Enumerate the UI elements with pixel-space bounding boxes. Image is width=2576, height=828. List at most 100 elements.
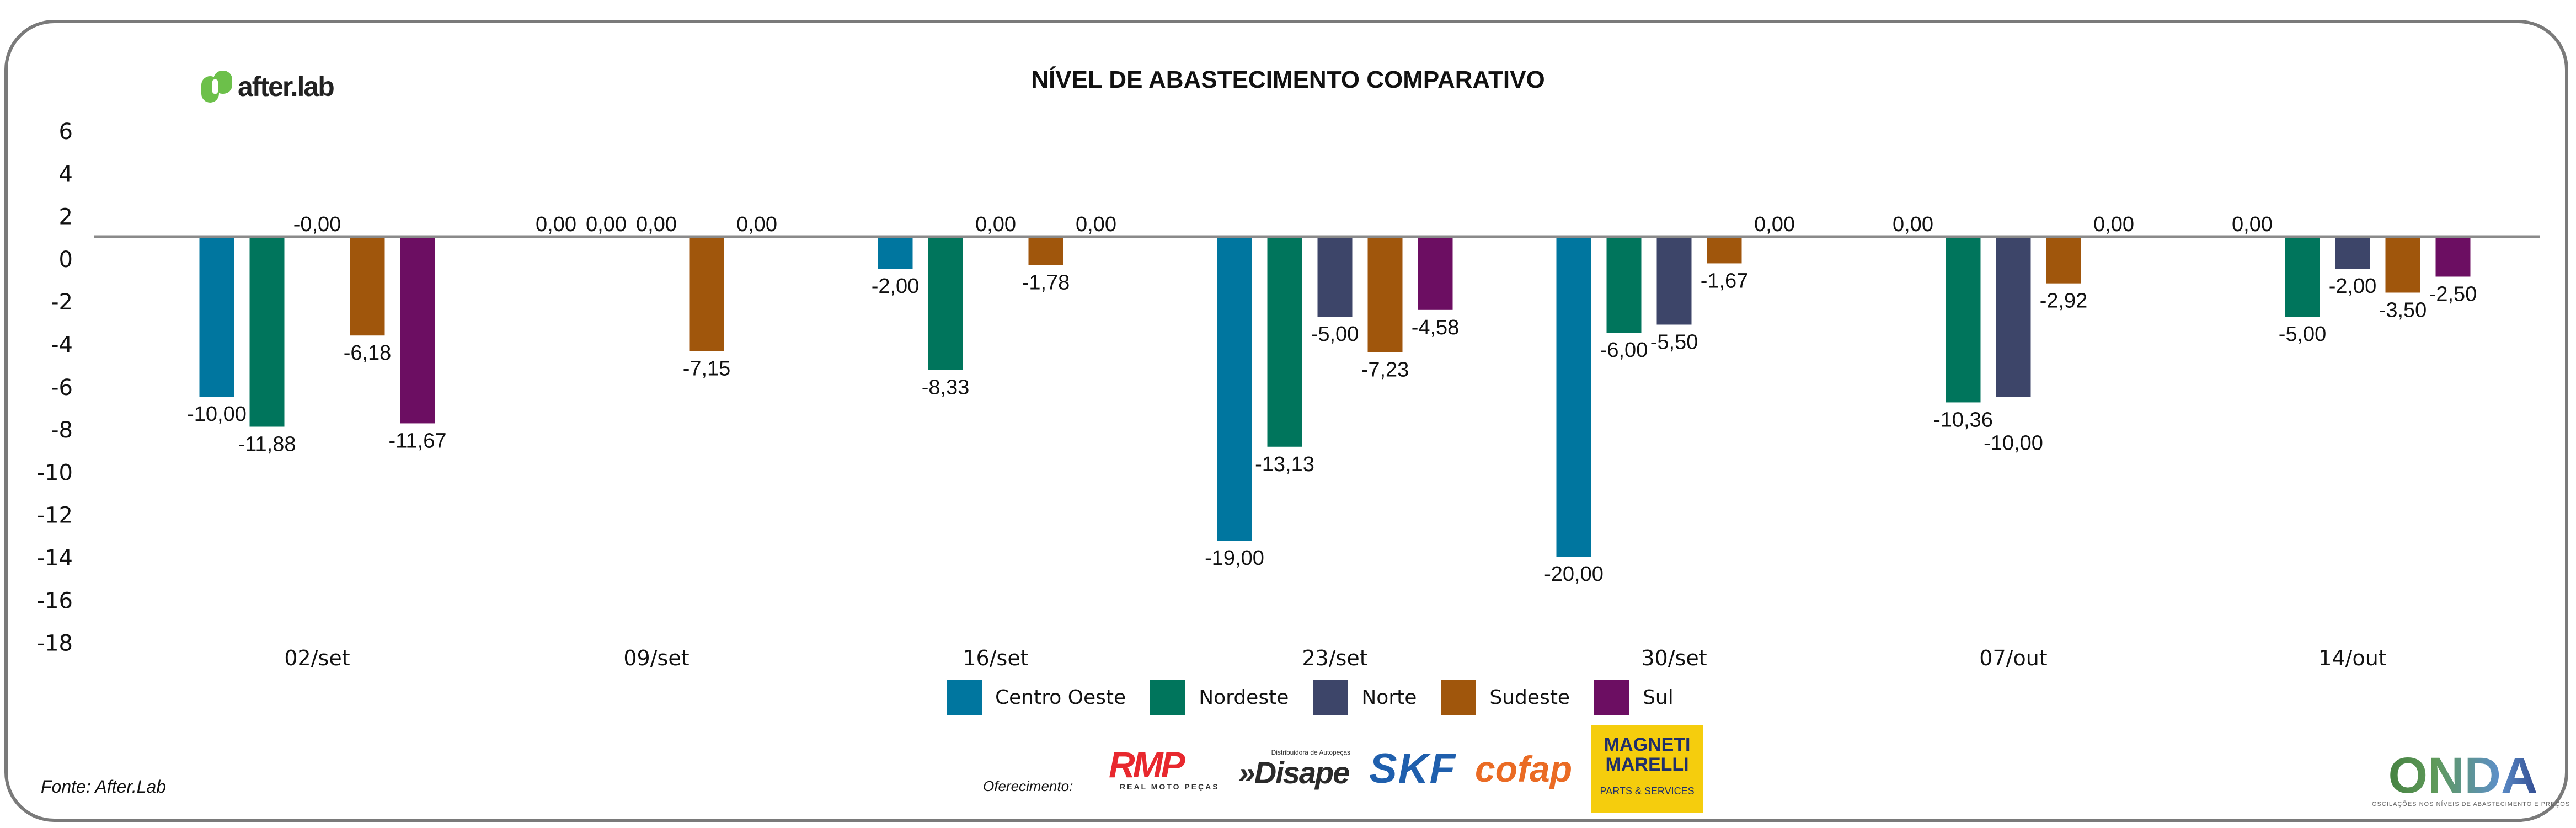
bar-norte bbox=[2335, 237, 2370, 269]
rmp-logo: RMP REAL MOTO PEÇAS bbox=[1109, 744, 1220, 791]
data-label: 0,00 bbox=[1754, 213, 1795, 236]
legend-label: Norte bbox=[1361, 686, 1417, 709]
y-tick-label: 6 bbox=[59, 119, 73, 145]
data-label: -6,00 bbox=[1600, 339, 1648, 362]
legend-item: Nordeste bbox=[1150, 680, 1289, 715]
data-label: -19,00 bbox=[1205, 547, 1264, 570]
bar-nordeste bbox=[928, 237, 963, 370]
bar-sudeste bbox=[689, 237, 724, 351]
bar-sudeste bbox=[1367, 237, 1403, 352]
y-tick-label: -4 bbox=[51, 333, 73, 358]
legend-item: Centro Oeste bbox=[947, 680, 1126, 715]
bars bbox=[199, 237, 2471, 557]
bar-sudeste bbox=[350, 237, 385, 336]
bar-sul bbox=[1418, 237, 1453, 310]
y-tick-label: 2 bbox=[59, 205, 73, 230]
data-label: -5,00 bbox=[1311, 323, 1359, 346]
data-label: -20,00 bbox=[1544, 563, 1604, 586]
data-label: -7,23 bbox=[1361, 359, 1409, 382]
data-label: 0,00 bbox=[2093, 213, 2134, 236]
bar-nordeste bbox=[1606, 237, 1642, 333]
data-label: -10,00 bbox=[187, 403, 247, 426]
data-label: -3,50 bbox=[2379, 299, 2427, 322]
legend: Centro Oeste Nordeste Norte Sudeste Sul bbox=[947, 680, 1674, 715]
bar-sul bbox=[400, 237, 435, 424]
bar-centro-oeste bbox=[878, 237, 913, 269]
data-label: -2,00 bbox=[872, 275, 920, 298]
bar-norte bbox=[1996, 237, 2031, 397]
y-tick-label: 0 bbox=[59, 247, 73, 273]
data-label: -11,67 bbox=[389, 429, 447, 452]
legend-item: Sul bbox=[1594, 680, 1674, 715]
y-tick-label: -6 bbox=[51, 375, 73, 400]
legend-label: Centro Oeste bbox=[995, 686, 1126, 709]
legend-label: Sudeste bbox=[1489, 686, 1570, 709]
legend-swatch bbox=[1441, 680, 1477, 715]
data-label: 0,00 bbox=[536, 213, 576, 236]
data-label: 0,00 bbox=[736, 213, 777, 236]
y-tick-label: -18 bbox=[37, 631, 73, 656]
magneti-marelli-logo: MAGNETI MARELLI PARTS & SERVICES bbox=[1591, 725, 1704, 813]
y-tick-label: -2 bbox=[51, 290, 73, 315]
x-tick-label: 14/out bbox=[2318, 646, 2386, 670]
y-tick-label: 4 bbox=[59, 162, 73, 187]
cofap-logo: cofap bbox=[1475, 749, 1573, 789]
disape-logo: Distribuidora de Autopeças »Disape bbox=[1238, 749, 1351, 790]
data-label: 0,00 bbox=[975, 213, 1016, 236]
afterlab-logo: after.lab bbox=[201, 71, 335, 103]
sponsor-logos: RMP REAL MOTO PEÇAS Distribuidora de Aut… bbox=[1109, 725, 1704, 813]
data-label: -5,00 bbox=[2279, 323, 2327, 346]
data-label: -1,78 bbox=[1022, 271, 1070, 295]
onda-logo: ONDA OSCILAÇÕES NOS NÍVEIS DE ABASTECIME… bbox=[2372, 747, 2570, 808]
bar-sudeste bbox=[2046, 237, 2081, 284]
legend-label: Nordeste bbox=[1199, 686, 1289, 709]
y-axis: 6 4 2 0 -2 -4 -6 -8 -10 -12 -14 -16 -18 bbox=[37, 119, 73, 656]
data-label: -2,00 bbox=[2329, 275, 2377, 298]
data-label: -2,50 bbox=[2429, 283, 2477, 306]
data-label: 0,00 bbox=[1076, 213, 1116, 236]
bar-sudeste bbox=[2385, 237, 2420, 293]
y-tick-label: -10 bbox=[37, 460, 73, 485]
data-label: -10,36 bbox=[1933, 408, 1993, 431]
card-border bbox=[4, 20, 2568, 822]
data-label: 0,00 bbox=[586, 213, 627, 236]
legend-label: Sul bbox=[1643, 686, 1674, 709]
data-label: -10,00 bbox=[1984, 431, 2043, 455]
data-label: 0,00 bbox=[1893, 213, 1933, 236]
bar-centro-oeste bbox=[1556, 237, 1591, 557]
x-tick-label: 09/set bbox=[623, 646, 689, 670]
bar-norte bbox=[1317, 237, 1353, 317]
bar-sudeste bbox=[1707, 237, 1742, 264]
data-label: -13,13 bbox=[1255, 453, 1314, 476]
sponsors-label: Oferecimento: bbox=[983, 778, 1073, 794]
value-labels: -10,00 -11,88 -0,00 -6,18 -11,67 0,00 0,00 0,00… bbox=[187, 213, 2477, 586]
x-tick-label: 23/set bbox=[1302, 646, 1367, 670]
y-tick-label: -12 bbox=[37, 503, 73, 528]
x-tick-label: 02/set bbox=[284, 646, 350, 670]
data-label: -0,00 bbox=[293, 213, 341, 236]
x-tick-label: 30/set bbox=[1641, 646, 1707, 670]
bar-centro-oeste bbox=[1217, 237, 1252, 541]
legend-item: Sudeste bbox=[1441, 680, 1570, 715]
data-label: -7,15 bbox=[683, 357, 731, 380]
x-tick-label: 16/set bbox=[963, 646, 1028, 670]
data-label: -5,50 bbox=[1650, 331, 1698, 354]
x-tick-label: 07/out bbox=[1979, 646, 2047, 670]
data-label: -2,92 bbox=[2040, 290, 2088, 313]
legend-swatch bbox=[1594, 680, 1630, 715]
data-label: -1,67 bbox=[1701, 269, 1749, 292]
bar-centro-oeste bbox=[199, 237, 234, 397]
legend-item: Norte bbox=[1313, 680, 1417, 715]
bar-nordeste bbox=[2285, 237, 2320, 317]
bar-nordeste bbox=[1946, 237, 1981, 403]
chart-title: NÍVEL DE ABASTECIMENTO COMPARATIVO bbox=[1031, 66, 1545, 93]
data-label: 0,00 bbox=[2232, 213, 2273, 236]
afterlab-logo-text: after.lab bbox=[238, 71, 335, 102]
bar-norte bbox=[1656, 237, 1692, 325]
y-tick-label: -14 bbox=[37, 546, 73, 571]
legend-swatch bbox=[1150, 680, 1186, 715]
legend-swatch bbox=[1313, 680, 1349, 715]
bar-sul bbox=[2435, 237, 2471, 277]
data-label: -11,88 bbox=[238, 433, 296, 456]
